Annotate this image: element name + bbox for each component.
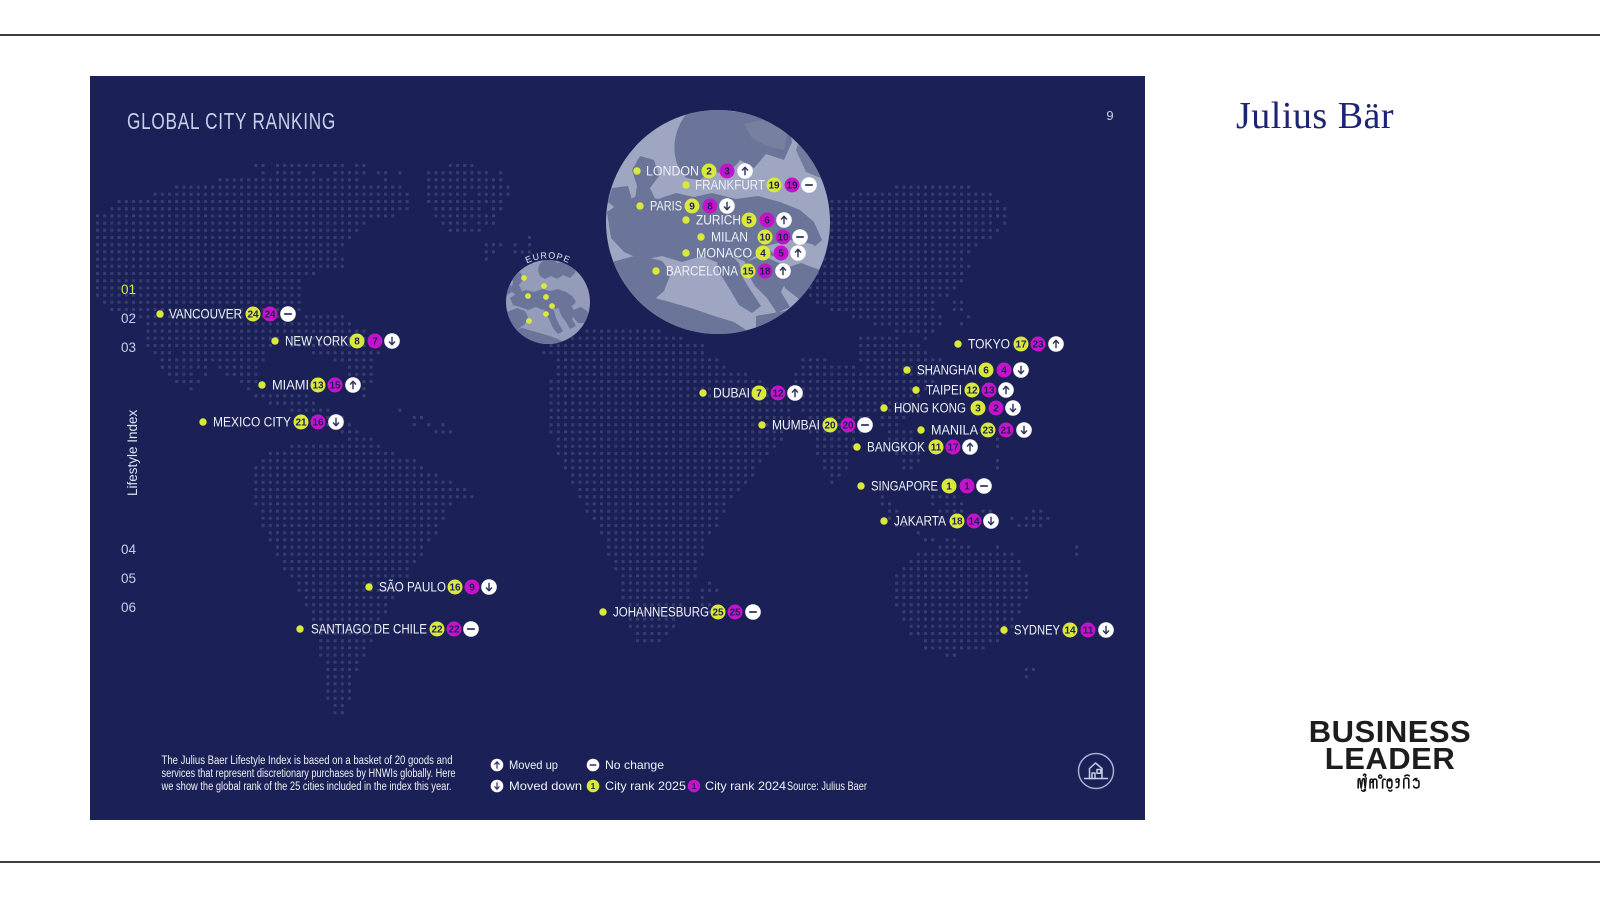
svg-text:TAIPEI: TAIPEI	[926, 383, 962, 398]
svg-text:10: 10	[777, 233, 789, 244]
svg-text:1: 1	[946, 482, 952, 493]
svg-text:01: 01	[121, 282, 136, 297]
svg-text:NEW YORK: NEW YORK	[285, 334, 348, 349]
svg-text:PARIS: PARIS	[650, 199, 682, 214]
svg-text:2: 2	[993, 404, 999, 415]
svg-text:GLOBAL CITY RANKING: GLOBAL CITY RANKING	[127, 108, 336, 134]
svg-text:14: 14	[968, 517, 980, 528]
svg-text:25: 25	[712, 608, 724, 619]
svg-text:02: 02	[121, 311, 136, 326]
svg-text:7: 7	[756, 389, 762, 400]
svg-text:ZURICH: ZURICH	[696, 213, 741, 228]
svg-text:services that represent discre: services that represent discretionary pu…	[162, 768, 456, 780]
svg-text:9: 9	[469, 583, 475, 594]
svg-text:11: 11	[1083, 626, 1094, 637]
svg-text:23: 23	[1032, 340, 1044, 351]
svg-text:SHANGHAI: SHANGHAI	[917, 363, 977, 378]
svg-text:MUMBAI: MUMBAI	[772, 418, 820, 433]
svg-text:The Julius Baer Lifestyle Inde: The Julius Baer Lifestyle Index is based…	[162, 755, 453, 767]
svg-text:6: 6	[764, 216, 770, 227]
svg-text:04: 04	[121, 542, 137, 557]
svg-text:23: 23	[982, 426, 994, 437]
svg-text:1: 1	[964, 482, 970, 493]
svg-text:17: 17	[1015, 340, 1027, 351]
svg-text:MANILA: MANILA	[931, 423, 978, 438]
svg-text:6: 6	[983, 366, 989, 377]
svg-text:19: 19	[768, 181, 780, 192]
svg-text:MILAN: MILAN	[711, 230, 748, 245]
svg-text:18: 18	[951, 517, 963, 528]
svg-text:Moved down: Moved down	[509, 779, 582, 793]
svg-text:4: 4	[1001, 366, 1007, 377]
svg-text:21: 21	[1000, 426, 1012, 437]
svg-text:21: 21	[295, 418, 307, 429]
svg-text:MEXICO CITY: MEXICO CITY	[213, 415, 291, 430]
svg-text:20: 20	[842, 421, 854, 432]
svg-text:LONDON: LONDON	[646, 164, 699, 179]
svg-text:3: 3	[724, 167, 730, 178]
svg-text:2: 2	[706, 167, 712, 178]
svg-text:11: 11	[931, 443, 942, 454]
svg-text:BARCELONA: BARCELONA	[666, 264, 738, 279]
svg-text:SÃO PAULO: SÃO PAULO	[379, 580, 446, 595]
svg-text:SANTIAGO DE CHILE: SANTIAGO DE CHILE	[311, 622, 427, 637]
svg-text:DUBAI: DUBAI	[713, 386, 750, 401]
svg-text:JOHANNESBURG: JOHANNESBURG	[613, 605, 709, 620]
svg-text:19: 19	[786, 181, 798, 192]
svg-text:13: 13	[312, 381, 324, 392]
svg-text:FRANKFURT: FRANKFURT	[695, 178, 765, 193]
svg-text:13: 13	[983, 386, 995, 397]
svg-text:22: 22	[431, 625, 443, 636]
svg-text:14: 14	[1064, 626, 1076, 637]
svg-text:9: 9	[689, 202, 695, 213]
svg-text:22: 22	[448, 625, 460, 636]
svg-text:Lifestyle Index: Lifestyle Index	[125, 409, 140, 496]
svg-text:8: 8	[354, 337, 360, 348]
svg-text:MIAMI: MIAMI	[272, 378, 309, 393]
svg-text:8: 8	[707, 202, 713, 213]
svg-text:25: 25	[729, 608, 741, 619]
svg-text:BANGKOK: BANGKOK	[867, 440, 925, 455]
svg-text:City rank 2024: City rank 2024	[705, 779, 786, 793]
svg-text:7: 7	[372, 337, 378, 348]
svg-text:24: 24	[264, 310, 276, 321]
svg-text:VANCOUVER: VANCOUVER	[169, 307, 242, 322]
svg-text:15: 15	[329, 381, 341, 392]
svg-text:16: 16	[449, 583, 461, 594]
svg-text:JAKARTA: JAKARTA	[894, 514, 946, 529]
svg-text:City rank 2025: City rank 2025	[605, 779, 686, 793]
svg-text:HONG KONG: HONG KONG	[894, 401, 966, 416]
svg-text:TOKYO: TOKYO	[968, 337, 1010, 352]
svg-text:12: 12	[966, 386, 978, 397]
svg-text:03: 03	[121, 340, 136, 355]
svg-text:24: 24	[247, 310, 259, 321]
svg-text:9: 9	[1106, 108, 1113, 123]
svg-text:05: 05	[121, 571, 136, 586]
svg-text:06: 06	[121, 600, 136, 615]
svg-text:4: 4	[760, 249, 766, 260]
svg-text:Source: Julius Baer: Source: Julius Baer	[787, 779, 867, 793]
svg-text:10: 10	[759, 233, 771, 244]
svg-text:No change: No change	[605, 758, 664, 772]
svg-text:15: 15	[742, 267, 754, 278]
svg-text:SINGAPORE: SINGAPORE	[871, 479, 938, 494]
svg-text:MONACO: MONACO	[696, 246, 752, 261]
svg-text:EUROPE: EUROPE	[524, 250, 572, 265]
svg-text:12: 12	[772, 389, 784, 400]
svg-text:3: 3	[975, 404, 981, 415]
svg-text:1: 1	[591, 781, 596, 791]
svg-text:16: 16	[312, 418, 324, 429]
svg-text:17: 17	[947, 443, 959, 454]
svg-text:18: 18	[759, 267, 771, 278]
svg-text:we show the global rank of the: we show the global rank of the 25 cities…	[161, 781, 452, 793]
svg-text:SYDNEY: SYDNEY	[1014, 623, 1060, 638]
svg-text:20: 20	[824, 421, 836, 432]
svg-text:5: 5	[746, 216, 752, 227]
svg-text:5: 5	[778, 249, 784, 260]
svg-text:Moved up: Moved up	[509, 758, 558, 772]
svg-text:1: 1	[692, 781, 697, 791]
